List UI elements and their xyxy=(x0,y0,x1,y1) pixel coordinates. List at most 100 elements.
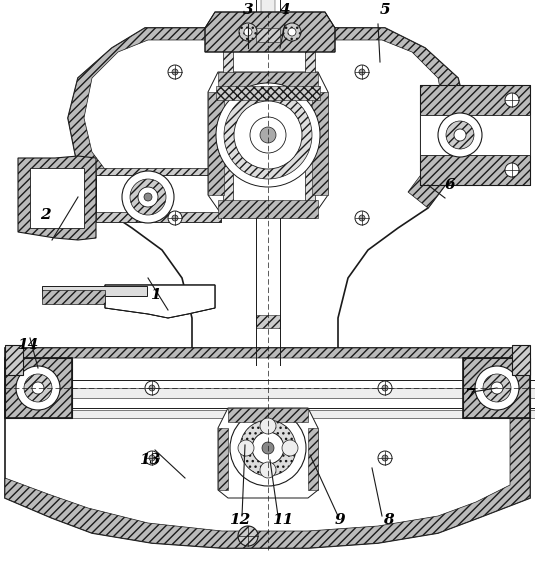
Circle shape xyxy=(260,418,276,434)
Circle shape xyxy=(138,187,158,207)
Circle shape xyxy=(262,442,274,454)
Circle shape xyxy=(378,381,392,395)
Circle shape xyxy=(282,440,298,456)
Polygon shape xyxy=(18,156,96,240)
Text: 1: 1 xyxy=(150,288,160,302)
Text: 14: 14 xyxy=(17,338,39,352)
Polygon shape xyxy=(218,72,318,88)
Circle shape xyxy=(238,526,258,546)
Circle shape xyxy=(24,374,52,402)
Circle shape xyxy=(145,381,159,395)
Bar xyxy=(223,50,233,218)
Bar xyxy=(42,286,147,296)
Polygon shape xyxy=(42,290,105,304)
Polygon shape xyxy=(5,348,530,548)
Circle shape xyxy=(216,83,320,187)
Circle shape xyxy=(240,420,296,476)
Circle shape xyxy=(438,113,482,157)
Circle shape xyxy=(382,385,388,391)
Polygon shape xyxy=(205,12,335,52)
Circle shape xyxy=(260,462,276,478)
Circle shape xyxy=(378,451,392,465)
Bar xyxy=(420,115,530,155)
Circle shape xyxy=(168,65,182,79)
Polygon shape xyxy=(228,408,308,422)
Bar xyxy=(305,50,315,218)
Circle shape xyxy=(149,385,155,391)
Polygon shape xyxy=(30,168,84,228)
Circle shape xyxy=(446,121,474,149)
Bar xyxy=(512,345,530,375)
Circle shape xyxy=(32,382,44,394)
Circle shape xyxy=(16,366,60,410)
Polygon shape xyxy=(216,86,320,100)
Polygon shape xyxy=(105,285,215,318)
Polygon shape xyxy=(208,72,328,218)
Polygon shape xyxy=(312,92,328,195)
Text: 7: 7 xyxy=(465,388,475,402)
Bar xyxy=(5,380,535,408)
Bar xyxy=(256,0,280,28)
Circle shape xyxy=(359,215,365,221)
Circle shape xyxy=(144,193,152,201)
Text: 5: 5 xyxy=(380,3,391,17)
Polygon shape xyxy=(208,92,224,195)
Circle shape xyxy=(505,93,519,107)
Polygon shape xyxy=(68,28,468,208)
Circle shape xyxy=(230,410,306,486)
Circle shape xyxy=(172,215,178,221)
Circle shape xyxy=(234,101,302,169)
Circle shape xyxy=(145,451,159,465)
Circle shape xyxy=(491,382,503,394)
Circle shape xyxy=(224,91,312,179)
Circle shape xyxy=(260,127,276,143)
Polygon shape xyxy=(420,85,530,185)
Bar xyxy=(96,168,221,175)
Bar xyxy=(96,175,221,222)
Polygon shape xyxy=(68,28,468,368)
Polygon shape xyxy=(218,408,318,498)
Polygon shape xyxy=(256,315,280,328)
Circle shape xyxy=(168,211,182,225)
Circle shape xyxy=(244,28,252,36)
Text: 12: 12 xyxy=(230,513,250,527)
Circle shape xyxy=(359,69,365,75)
Circle shape xyxy=(130,179,166,215)
Polygon shape xyxy=(256,28,280,42)
Text: 11: 11 xyxy=(272,513,294,527)
Bar xyxy=(5,345,23,375)
Circle shape xyxy=(505,163,519,177)
Circle shape xyxy=(252,432,284,464)
Circle shape xyxy=(355,211,369,225)
Circle shape xyxy=(122,171,174,223)
Bar xyxy=(5,410,535,418)
Circle shape xyxy=(475,366,519,410)
Circle shape xyxy=(238,440,254,456)
Bar xyxy=(96,212,221,222)
Bar xyxy=(5,388,535,398)
Polygon shape xyxy=(5,358,72,418)
Text: 6: 6 xyxy=(445,178,455,192)
Text: 3: 3 xyxy=(243,3,253,17)
Circle shape xyxy=(288,28,296,36)
Circle shape xyxy=(149,455,155,461)
Circle shape xyxy=(172,69,178,75)
Polygon shape xyxy=(308,428,318,490)
Polygon shape xyxy=(218,200,318,218)
Circle shape xyxy=(355,65,369,79)
Polygon shape xyxy=(463,358,530,418)
Bar xyxy=(261,0,275,28)
Polygon shape xyxy=(218,428,228,490)
Text: 2: 2 xyxy=(40,208,50,222)
Polygon shape xyxy=(105,285,215,318)
Text: 13: 13 xyxy=(140,453,160,467)
Circle shape xyxy=(454,129,466,141)
Circle shape xyxy=(382,455,388,461)
Text: 4: 4 xyxy=(280,3,291,17)
Circle shape xyxy=(283,23,301,41)
Circle shape xyxy=(239,23,257,41)
Text: 8: 8 xyxy=(383,513,393,527)
Text: 9: 9 xyxy=(335,513,345,527)
Circle shape xyxy=(250,117,286,153)
Circle shape xyxy=(483,374,511,402)
